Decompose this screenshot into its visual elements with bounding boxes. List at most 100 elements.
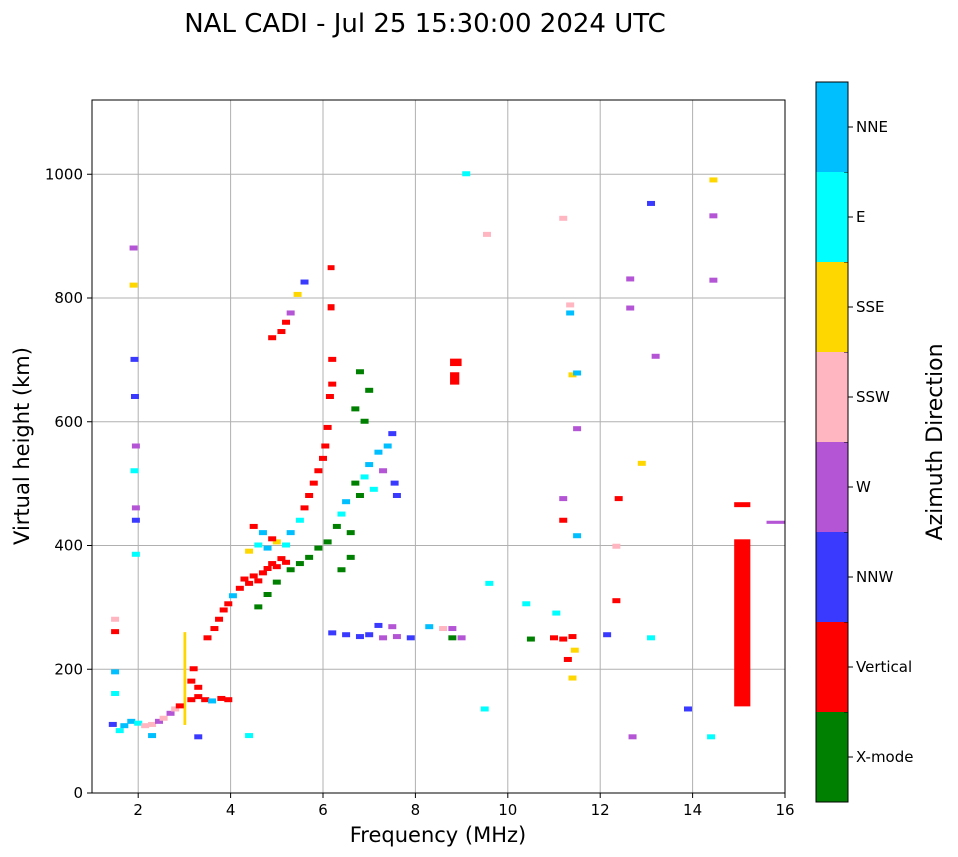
- data-point: [254, 542, 263, 548]
- data-point: [130, 394, 139, 399]
- data-point: [111, 629, 120, 635]
- data-point: [268, 536, 277, 542]
- data-point: [568, 634, 577, 640]
- grid-lines: [92, 100, 786, 794]
- y-tick-label: 0: [73, 784, 83, 802]
- x-tick-label: 4: [226, 801, 236, 819]
- data-point: [379, 468, 388, 474]
- data-point: [141, 723, 150, 729]
- data-point: [647, 635, 656, 641]
- data-point: [258, 530, 267, 536]
- x-tick-label: 16: [775, 801, 794, 819]
- data-point: [406, 635, 415, 641]
- data-point: [332, 523, 341, 529]
- data-point: [355, 493, 364, 498]
- data-point: [108, 721, 117, 727]
- data-point: [111, 691, 120, 696]
- data-feature: [327, 265, 335, 271]
- data-point: [683, 706, 692, 712]
- data-point: [457, 635, 466, 641]
- data-feature: [327, 304, 335, 311]
- data-point: [603, 632, 612, 638]
- data-point: [189, 666, 198, 672]
- data-point: [277, 556, 286, 562]
- data-point: [321, 443, 330, 449]
- data-point: [148, 733, 157, 739]
- data-point: [628, 734, 637, 740]
- data-point: [282, 559, 291, 565]
- data-point: [194, 684, 203, 690]
- data-point: [148, 721, 157, 727]
- data-marks: [108, 171, 785, 740]
- chart-title: NAL CADI - Jul 25 15:30:00 2024 UTC: [184, 9, 666, 39]
- data-point: [614, 496, 623, 502]
- x-axis-label: Frequency (MHz): [350, 823, 526, 847]
- data-point: [115, 728, 124, 734]
- data-point: [295, 517, 304, 523]
- data-point: [245, 580, 254, 586]
- data-point: [305, 554, 314, 560]
- data-point: [228, 593, 237, 599]
- data-point: [111, 669, 120, 675]
- colorbar-segment: [816, 262, 848, 352]
- data-point: [272, 564, 281, 570]
- colorbar-segment: [816, 172, 848, 262]
- plot-frame: [91, 99, 786, 794]
- data-point: [342, 499, 351, 505]
- data-point: [224, 601, 233, 607]
- colorbar-tick-label: SSW: [856, 388, 890, 406]
- colorbar-segment: [816, 442, 848, 532]
- data-point: [203, 635, 212, 641]
- data-point: [286, 310, 295, 316]
- data-point: [263, 566, 272, 572]
- data-feature: [450, 358, 462, 367]
- data-point: [559, 496, 568, 502]
- data-point: [286, 530, 295, 536]
- data-point: [485, 580, 494, 586]
- data-point: [337, 567, 346, 573]
- data-point: [383, 443, 392, 449]
- data-point: [217, 695, 226, 701]
- data-point: [159, 715, 168, 721]
- data-point: [390, 480, 399, 486]
- y-tick-label: 200: [54, 660, 83, 678]
- data-point: [337, 511, 346, 517]
- data-point: [131, 505, 140, 511]
- data-point: [249, 523, 258, 529]
- data-point: [626, 305, 635, 311]
- data-point: [707, 734, 716, 740]
- data-point: [263, 545, 272, 551]
- data-point: [388, 624, 397, 630]
- data-point: [319, 455, 327, 461]
- data-point: [305, 493, 314, 498]
- data-point: [300, 279, 309, 285]
- data-point: [323, 539, 332, 545]
- data-point: [245, 548, 254, 554]
- data-point: [129, 282, 138, 288]
- data-point: [166, 710, 175, 716]
- colorbar-segment: [816, 712, 848, 802]
- data-point: [360, 474, 369, 480]
- colorbar-tick-label: NNE: [856, 118, 888, 136]
- y-tick-label: 600: [54, 413, 83, 431]
- data-point: [346, 530, 355, 536]
- x-axis-ticks: 2 4 6 8 10 12 14 16: [133, 793, 795, 819]
- data-point: [448, 635, 457, 641]
- data-point: [194, 694, 203, 700]
- y-tick-label: 1000: [45, 165, 83, 183]
- data-point: [268, 335, 277, 341]
- data-point: [462, 171, 471, 177]
- data-point: [355, 634, 364, 640]
- colorbar: X-mode Vertical NNW W SSW SSE E NNE: [815, 81, 913, 803]
- data-point: [131, 551, 140, 557]
- data-point: [566, 302, 575, 308]
- y-tick-label: 800: [54, 289, 83, 307]
- data-point: [559, 517, 568, 523]
- data-point: [328, 356, 337, 362]
- data-point: [187, 697, 196, 703]
- data-point: [709, 277, 718, 283]
- data-point: [566, 310, 575, 316]
- data-point: [522, 601, 531, 607]
- data-point: [351, 406, 360, 412]
- data-point: [258, 570, 267, 576]
